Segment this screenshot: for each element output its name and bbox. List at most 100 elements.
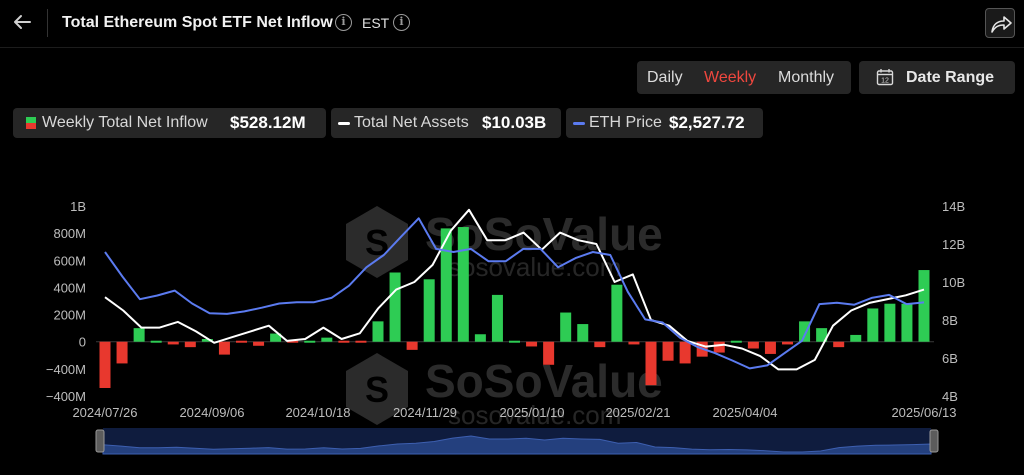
top-bar: Total Ethereum Spot ETF Net Inflow i EST…	[0, 0, 1024, 48]
calendar-icon: 12	[876, 69, 894, 86]
inflow-bar[interactable]	[201, 339, 213, 342]
date-range-label: Date Range	[906, 69, 995, 86]
range-slider[interactable]	[95, 428, 939, 455]
inflow-bar[interactable]	[662, 341, 674, 361]
inflow-bar[interactable]	[167, 341, 179, 345]
legend-inflow[interactable]: Weekly Total Net Inflow $528.12M	[13, 108, 326, 138]
y-left-tick: −400M	[46, 362, 86, 377]
inflow-bar[interactable]	[594, 341, 606, 348]
inflow-bar[interactable]	[782, 341, 793, 345]
x-tick: 2024/07/26	[72, 405, 137, 420]
price-line	[104, 217, 925, 370]
legend-assets-value: $10.03B	[482, 113, 547, 132]
legend-inflow-label: Weekly Total Net Inflow	[42, 114, 208, 131]
price-swatch	[573, 122, 585, 125]
inflow-bar[interactable]	[867, 308, 879, 342]
inflow-bar[interactable]	[577, 324, 589, 342]
y-right-tick: 8B	[942, 313, 958, 328]
inflow-bar[interactable]	[816, 328, 828, 342]
x-axis: 2024/07/26 2024/09/06 2024/10/18 2024/11/29…	[72, 405, 956, 420]
y-axis-left: 1B 800M 600M 400M 200M 0 −400M −400M	[46, 199, 86, 404]
inflow-bar[interactable]	[406, 341, 418, 350]
inflow-bar[interactable]	[799, 321, 811, 342]
inflow-bar[interactable]	[850, 334, 862, 342]
y-left-tick: −400M	[46, 389, 86, 404]
share-icon	[991, 16, 1012, 33]
legend-price-value: $2,527.72	[669, 113, 745, 132]
inflow-bar[interactable]	[304, 340, 316, 343]
x-tick: 2025/04/04	[712, 405, 777, 420]
y-right-tick: 6B	[942, 351, 958, 366]
period-daily-button[interactable]: Daily	[647, 69, 683, 86]
inflow-bar[interactable]	[713, 341, 725, 353]
calendar-day: 12	[881, 78, 889, 85]
inflow-bar[interactable]	[645, 341, 657, 386]
legend-inflow-value: $528.12M	[230, 113, 306, 132]
y-right-tick: 12B	[942, 237, 965, 252]
y-left-tick: 800M	[53, 226, 86, 241]
inflow-bar[interactable]	[679, 341, 691, 364]
header-divider	[47, 9, 48, 37]
inflow-swatch	[26, 117, 36, 129]
share-button[interactable]	[985, 8, 1015, 38]
inflow-bar[interactable]	[901, 303, 913, 342]
slider-handle-right[interactable]	[929, 429, 939, 453]
timezone-info-icon[interactable]: i	[393, 14, 410, 31]
date-range-button[interactable]: 12 Date Range	[859, 61, 1015, 94]
title-info-icon[interactable]: i	[335, 14, 352, 31]
inflow-bar[interactable]	[833, 341, 845, 348]
watermark-site-bottom: sosovalue.com	[448, 400, 621, 430]
inflow-bar[interactable]	[764, 341, 776, 354]
inflow-bar[interactable]	[270, 333, 282, 342]
slider-handle-left[interactable]	[95, 429, 105, 453]
inflow-bar[interactable]	[133, 328, 145, 342]
x-tick: 2024/09/06	[179, 405, 244, 420]
inflow-bar[interactable]	[628, 341, 640, 345]
inflow-bar[interactable]	[526, 341, 538, 347]
inflow-bar[interactable]	[509, 340, 520, 343]
inflow-bar[interactable]	[236, 340, 247, 343]
x-tick: 2025/02/21	[605, 405, 670, 420]
page-title: Total Ethereum Spot ETF Net Inflow	[62, 14, 333, 31]
watermark-site-top: sosovalue.com	[448, 252, 621, 282]
svg-text:S: S	[365, 222, 389, 263]
legend-assets[interactable]: Total Net Assets $10.03B	[331, 108, 561, 138]
period-weekly-button[interactable]: Weekly	[704, 69, 757, 86]
y-left-tick: 200M	[53, 308, 86, 323]
y-right-tick: 4B	[942, 389, 958, 404]
back-arrow-icon[interactable]	[10, 10, 34, 34]
y-left-tick: 0	[79, 335, 86, 350]
inflow-bar[interactable]	[338, 340, 350, 343]
inflow-bar[interactable]	[884, 303, 896, 342]
x-tick: 2025/06/13	[891, 405, 956, 420]
inflow-bar[interactable]	[491, 294, 503, 342]
inflow-bar[interactable]	[116, 341, 128, 364]
y-left-tick: 1B	[70, 199, 86, 214]
inflow-bar[interactable]	[372, 321, 384, 342]
inflow-bar[interactable]	[321, 337, 333, 342]
inflow-bar[interactable]	[99, 341, 111, 388]
inflow-bar[interactable]	[474, 334, 486, 342]
inflow-bar[interactable]	[150, 340, 162, 343]
inflow-bar[interactable]	[918, 270, 930, 342]
inflow-bar[interactable]	[389, 272, 401, 342]
period-monthly-button[interactable]: Monthly	[778, 69, 835, 86]
inflow-bar[interactable]	[543, 341, 555, 365]
inflow-bar[interactable]	[355, 340, 367, 343]
y-right-tick: 10B	[942, 275, 965, 290]
inflow-bar[interactable]	[423, 279, 435, 342]
legend-price[interactable]: ETH Price $2,527.72	[566, 108, 763, 138]
inflow-bar[interactable]	[184, 341, 196, 348]
inflow-bar[interactable]	[218, 341, 230, 355]
inflow-bar[interactable]	[440, 228, 452, 342]
legend-assets-label: Total Net Assets	[354, 114, 469, 131]
inflow-bar[interactable]	[611, 284, 623, 342]
y-axis-right: 14B 12B 10B 8B 6B 4B	[942, 199, 965, 404]
inflow-bar[interactable]	[730, 340, 742, 343]
inflow-bar[interactable]	[560, 312, 572, 342]
inflow-bar[interactable]	[287, 340, 299, 343]
inflow-bar[interactable]	[457, 227, 469, 342]
inflow-bar[interactable]	[747, 341, 759, 349]
inflow-bar[interactable]	[253, 341, 265, 346]
legend-price-label: ETH Price	[589, 114, 662, 131]
